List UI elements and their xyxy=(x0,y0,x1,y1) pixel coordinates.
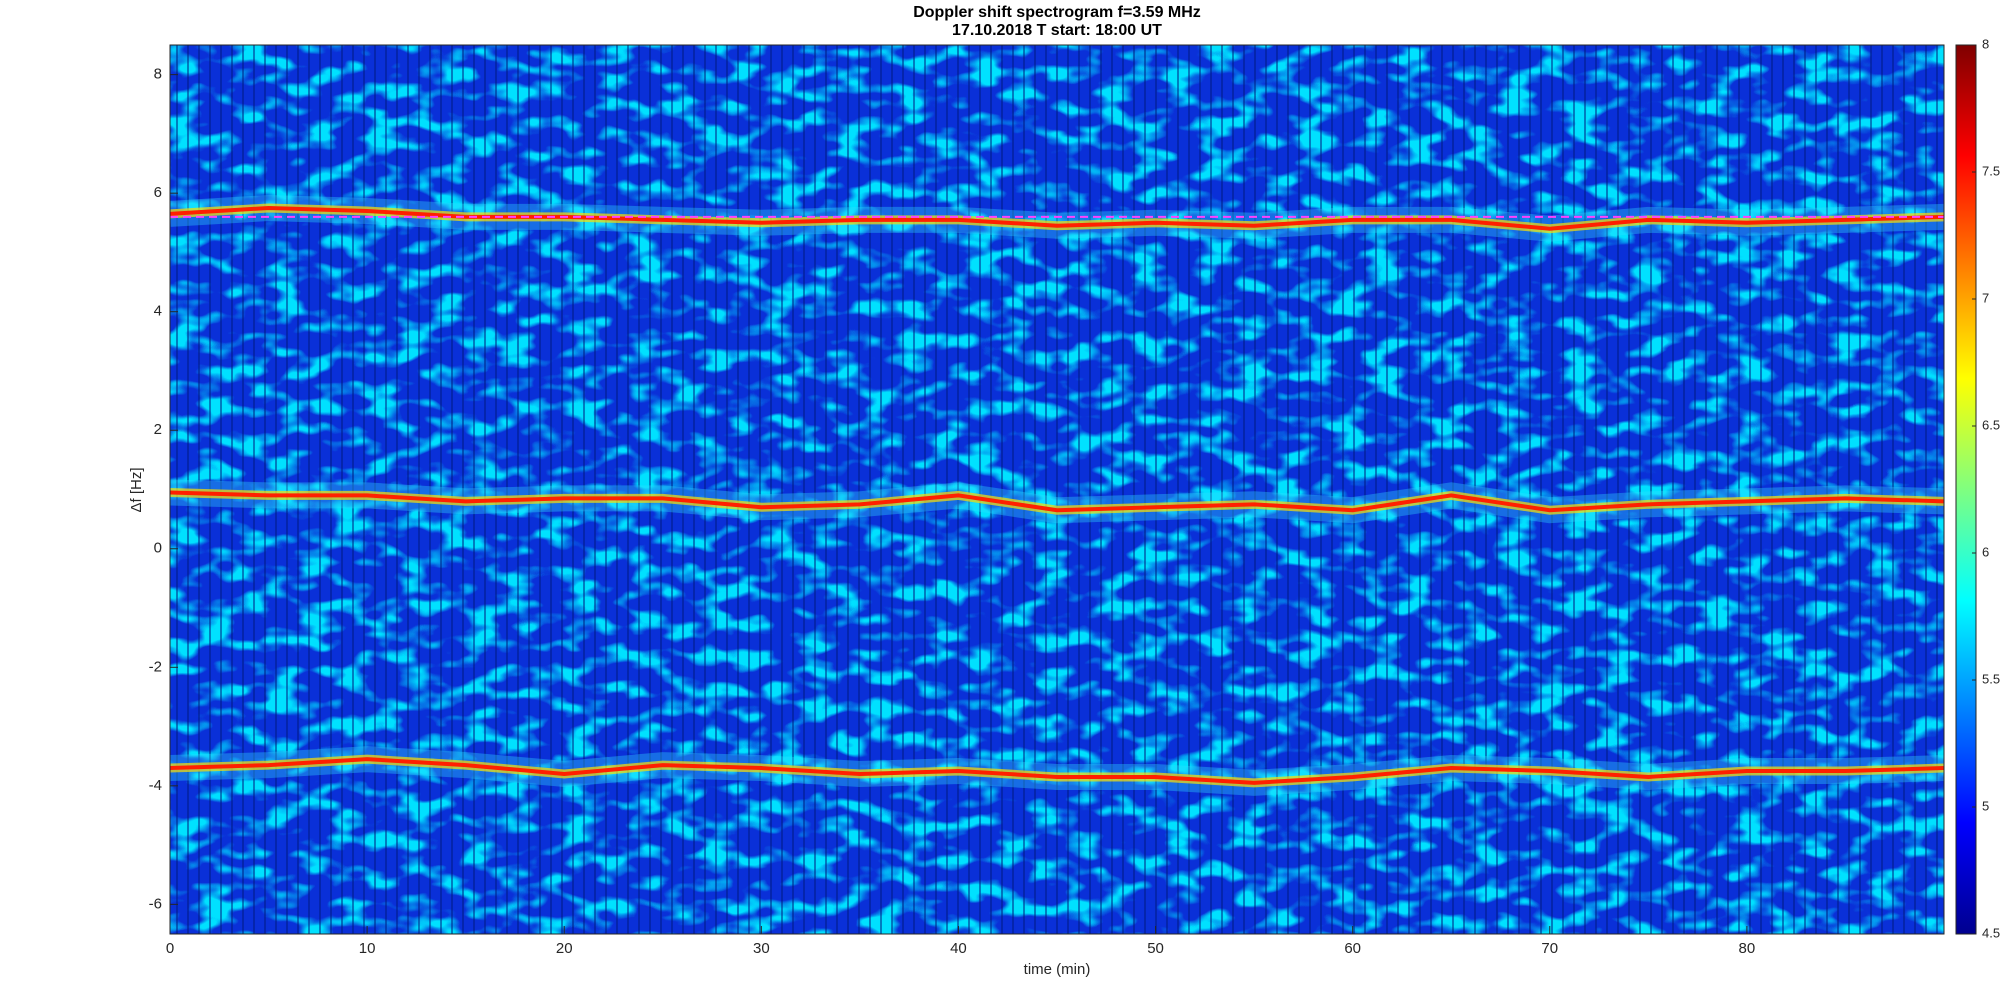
x-tick-label: 50 xyxy=(1147,940,1164,957)
traces xyxy=(170,194,1944,796)
colorbar-tick-label: 5.5 xyxy=(1982,671,2000,686)
x-tick-label: 40 xyxy=(950,940,967,957)
colorbar-tick-label: 6 xyxy=(1982,544,1989,559)
plot-frame xyxy=(169,44,1945,935)
y-tick-label: -4 xyxy=(149,777,162,794)
trace xyxy=(170,205,1944,231)
y-tick-label: 2 xyxy=(154,421,162,438)
colorbar xyxy=(1955,44,1977,935)
x-axis-label: time (min) xyxy=(1024,961,1091,978)
y-tick-label: -2 xyxy=(149,658,162,675)
colorbar-tick-label: 4.5 xyxy=(1982,925,2000,940)
y-axis-label: Δf [Hz] xyxy=(128,467,145,512)
chart-title: Doppler shift spectrogram f=3.59 MHz xyxy=(913,4,1201,21)
colorbar-tick-label: 8 xyxy=(1982,36,1989,51)
y-tick-label: 0 xyxy=(154,540,162,557)
colorbar-tick-label: 7 xyxy=(1982,290,1989,305)
x-tick-label: 20 xyxy=(556,940,573,957)
y-tick-label: -6 xyxy=(149,895,162,912)
stripes xyxy=(170,45,1944,934)
x-tick-label: 70 xyxy=(1541,940,1558,957)
x-tick-label: 30 xyxy=(753,940,770,957)
y-tick-label: 6 xyxy=(154,184,162,201)
colorbar-tick-label: 7.5 xyxy=(1982,163,2000,178)
colorbar-tick-label: 5 xyxy=(1982,798,1989,813)
trace xyxy=(170,490,1944,513)
y-tick-label: 8 xyxy=(154,66,162,83)
trace xyxy=(170,757,1944,785)
x-tick-label: 80 xyxy=(1739,940,1756,957)
chart-subtitle: 17.10.2018 T start: 18:00 UT xyxy=(952,22,1162,39)
x-tick-label: 0 xyxy=(166,940,174,957)
colorbar-tick-label: 6.5 xyxy=(1982,417,2000,432)
x-tick-label: 10 xyxy=(359,940,376,957)
x-tick-label: 60 xyxy=(1344,940,1361,957)
y-tick-label: 4 xyxy=(154,303,162,320)
